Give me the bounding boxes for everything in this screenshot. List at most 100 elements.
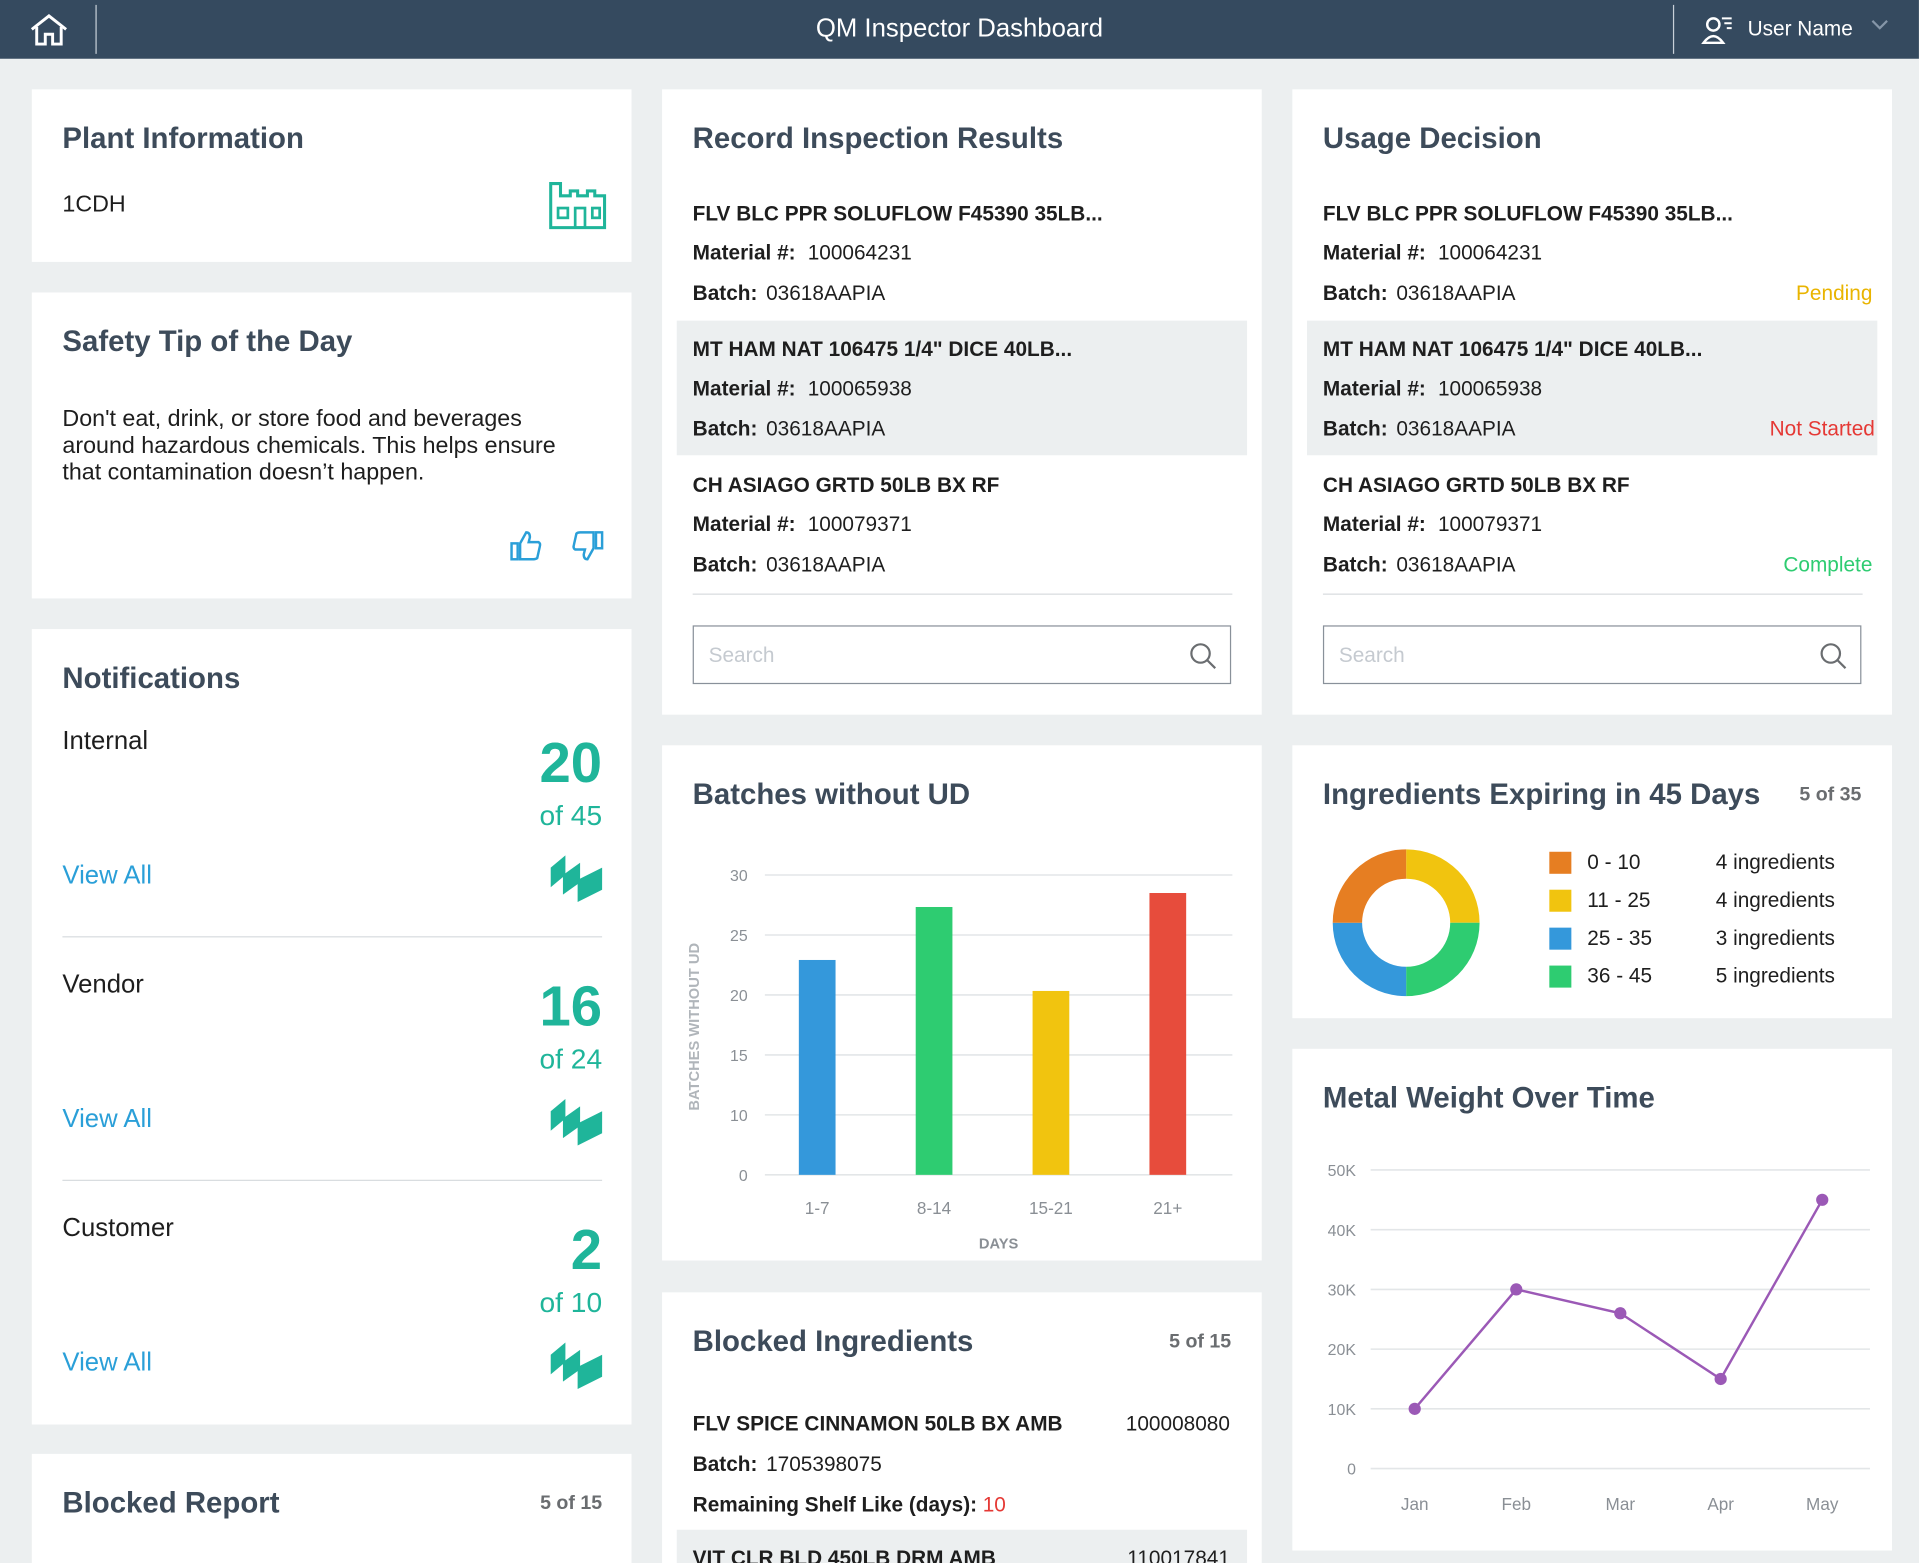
chevron-down-icon[interactable] [1870,15,1890,35]
status-label: Not Started [1769,417,1875,441]
material-label: Material #: [692,512,796,537]
legend-item: 0 - 10 4 ingredients [1549,851,1867,875]
blocked-report-title: Blocked Report [62,1486,280,1520]
blocked-ingredients-card: Blocked Ingredients 5 of 15 FLV SPICE CI… [662,1292,1262,1563]
notification-of-customer: of 10 [539,1286,603,1319]
usage-decision-card: Usage Decision FLV BLC PPR SOLUFLOW F453… [1292,89,1892,715]
bar [915,906,953,1175]
shelf-label: Remaining Shelf Like (days): [692,1493,978,1517]
y-tick-label: 20 [730,988,748,1005]
legend-item: 36 - 45 5 ingredients [1549,964,1867,988]
separator [62,1179,603,1181]
legend-swatch [1549,965,1572,988]
batch-number: 03618AAPIA [766,417,886,441]
safety-card: Safety Tip of the Day Don't eat, drink, … [31,292,632,599]
item-name: FLV SPICE CINNAMON 50LB BX AMB [692,1412,1063,1436]
material-label: Material #: [692,241,796,265]
usage-decision-title: Usage Decision [1322,122,1542,156]
separator [62,936,603,938]
data-point [1816,1193,1829,1206]
notification-count-vendor: 16 [539,974,603,1038]
search-icon[interactable] [1188,641,1217,670]
data-point [1510,1283,1523,1296]
blocked-report-count: 5 of 15 [540,1493,603,1514]
expiring-donut-chart [1332,849,1480,997]
search-placeholder: Search [708,643,775,667]
stack-icon [550,855,603,902]
material-number: 100065938 [807,376,912,401]
y-tick-label: 20K [1328,1342,1357,1359]
notifications-title: Notifications [62,662,241,696]
legend-range: 25 - 35 [1587,926,1653,950]
batches-chart-title: Batches without UD [692,778,971,812]
header-divider-left [95,4,97,54]
user-icon [1701,17,1732,45]
item-number: 110017841 [1127,1546,1230,1563]
notification-label-vendor: Vendor [62,970,144,999]
item-name: CH ASIAGO GRTD 50LB BX RF [692,473,1000,497]
batch-label: Batch: [692,417,758,441]
inspection-list-item[interactable]: CH ASIAGO GRTD 50LB BX RF Material #: 10… [677,456,1247,591]
material-number: 100079371 [807,512,912,537]
user-name: User Name [1747,17,1853,41]
view-all-internal-link[interactable]: View All [62,861,152,890]
legend-count: 5 ingredients [1715,964,1835,988]
batch-number: 03618AAPIA [1396,553,1516,577]
y-tick-label: 10K [1328,1402,1357,1419]
inspection-list-item[interactable]: FLV BLC PPR SOLUFLOW F45390 35LB... Mate… [677,185,1247,320]
usage-search-input[interactable]: Search [1322,625,1862,685]
batch-label: Batch: [692,1452,758,1476]
expiring-card: Ingredients Expiring in 45 Days 5 of 35 … [1292,745,1892,1019]
batch-number: 03618AAPIA [1396,281,1516,305]
inspection-list-item[interactable]: MT HAM NAT 106475 1/4" DICE 40LB... Mate… [676,320,1248,456]
donut-slice [1406,849,1480,923]
y-tick-label: 15 [730,1048,748,1065]
user-menu[interactable]: User Name [1701,12,1853,46]
legend-item: 25 - 35 3 ingredients [1549,926,1867,950]
batch-number: 03618AAPIA [1396,417,1516,441]
data-point [1714,1372,1727,1386]
material-label: Material #: [692,376,796,401]
legend-swatch [1549,927,1572,950]
stack-icon [550,1342,603,1390]
legend-count: 4 ingredients [1715,888,1835,912]
material-number: 100064231 [807,241,912,265]
donut-slice [1406,922,1480,997]
item-name: FLV BLC PPR SOLUFLOW F45390 35LB... [1322,201,1733,226]
legend-range: 11 - 25 [1587,888,1651,912]
header-divider-right [1672,4,1675,54]
donut-slice [1332,922,1407,997]
legend-range: 36 - 45 [1587,964,1653,988]
blocked-ingredient-item[interactable]: FLV SPICE CINNAMON 50LB BX AMB 100008080… [677,1395,1247,1530]
batch-label: Batch: [692,281,758,305]
search-placeholder: Search [1338,643,1405,667]
usage-list-item[interactable]: FLV BLC PPR SOLUFLOW F45390 35LB... Mate… [1307,185,1877,320]
safety-tip-line: that contamination doesn’t happen. [62,460,425,486]
view-all-vendor-link[interactable]: View All [62,1105,152,1134]
x-tick-label: Jan [1401,1494,1429,1514]
view-all-customer-link[interactable]: View All [62,1348,152,1377]
y-tick-label: 0 [1347,1462,1356,1479]
usage-list-item[interactable]: MT HAM NAT 106475 1/4" DICE 40LB... Mate… [1307,320,1878,456]
material-number: 100065938 [1437,376,1543,401]
home-icon[interactable] [27,12,71,46]
app-title: QM Inspector Dashboard [815,14,1104,43]
search-icon[interactable] [1819,641,1848,670]
usage-list-item[interactable]: CH ASIAGO GRTD 50LB BX RF Material #: 10… [1307,456,1877,591]
notification-count-customer: 2 [570,1217,603,1282]
thumbs-up-icon[interactable] [509,529,543,563]
x-tick-label: Mar [1606,1494,1636,1514]
y-axis-label: BATCHES WITHOUT UD [687,943,703,1111]
thumbs-down-icon[interactable] [570,529,604,563]
data-point [1614,1307,1627,1320]
inspection-search-input[interactable]: Search [692,625,1232,685]
item-name: CH ASIAGO GRTD 50LB BX RF [1322,473,1630,497]
blocked-ingredient-item[interactable]: VIT CLR BLD 450LB DRM AMB 110017841 [676,1529,1248,1563]
legend-range: 0 - 10 [1587,850,1641,874]
notifications-card: Notifications Internal 20 of 45 View All… [31,629,632,1425]
status-label: Complete [1783,553,1873,577]
factory-icon [549,182,607,230]
item-name: MT HAM NAT 106475 1/4" DICE 40LB... [692,337,1073,362]
legend-count: 4 ingredients [1715,850,1835,874]
blocked-ingredients-count: 5 of 15 [1169,1331,1232,1353]
